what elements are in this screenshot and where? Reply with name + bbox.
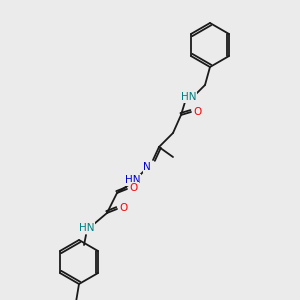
Text: N: N — [143, 162, 151, 172]
Text: O: O — [194, 107, 202, 117]
Text: HN: HN — [125, 175, 141, 185]
Text: HN: HN — [79, 223, 95, 233]
Text: O: O — [130, 183, 138, 193]
Text: HN: HN — [181, 92, 197, 102]
Text: O: O — [120, 203, 128, 213]
